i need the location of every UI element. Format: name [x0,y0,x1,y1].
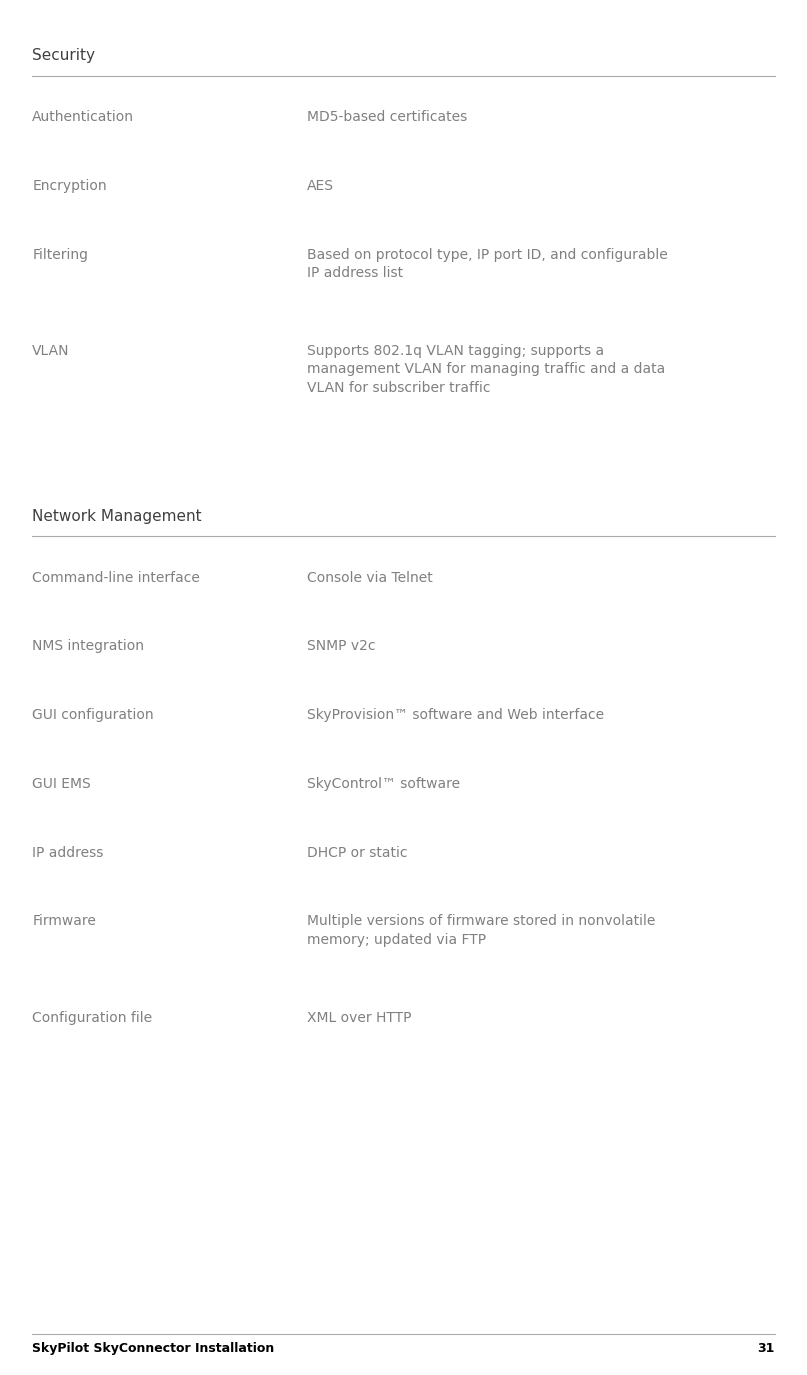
Text: Firmware: Firmware [32,914,96,928]
Text: Security: Security [32,48,95,63]
Text: Based on protocol type, IP port ID, and configurable
IP address list: Based on protocol type, IP port ID, and … [307,248,667,280]
Text: AES: AES [307,179,333,192]
Text: XML over HTTP: XML over HTTP [307,1011,411,1024]
Text: NMS integration: NMS integration [32,639,144,653]
Text: Console via Telnet: Console via Telnet [307,571,433,584]
Text: MD5-based certificates: MD5-based certificates [307,110,467,124]
Text: Multiple versions of firmware stored in nonvolatile
memory; updated via FTP: Multiple versions of firmware stored in … [307,914,655,947]
Text: DHCP or static: DHCP or static [307,846,408,859]
Text: Command-line interface: Command-line interface [32,571,200,584]
Text: Network Management: Network Management [32,509,202,524]
Text: Filtering: Filtering [32,248,88,261]
Text: 31: 31 [757,1342,775,1354]
Text: IP address: IP address [32,846,103,859]
Text: SkyProvision™ software and Web interface: SkyProvision™ software and Web interface [307,708,604,722]
Text: GUI EMS: GUI EMS [32,777,91,791]
Text: Encryption: Encryption [32,179,107,192]
Text: Supports 802.1q VLAN tagging; supports a
management VLAN for managing traffic an: Supports 802.1q VLAN tagging; supports a… [307,344,665,395]
Text: SNMP v2c: SNMP v2c [307,639,375,653]
Text: SkyPilot SkyConnector Installation: SkyPilot SkyConnector Installation [32,1342,274,1354]
Text: GUI configuration: GUI configuration [32,708,154,722]
Text: SkyControl™ software: SkyControl™ software [307,777,460,791]
Text: Configuration file: Configuration file [32,1011,153,1024]
Text: VLAN: VLAN [32,344,69,358]
Text: Authentication: Authentication [32,110,134,124]
